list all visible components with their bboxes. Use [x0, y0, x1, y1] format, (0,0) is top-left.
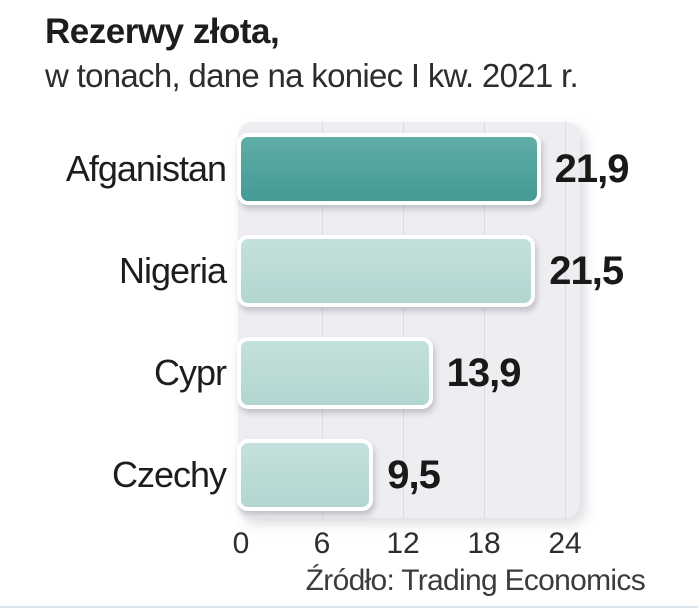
gridline: [403, 122, 404, 518]
category-label: Nigeria: [118, 250, 227, 291]
bottom-divider: [0, 606, 698, 608]
value-label: 21,9: [554, 147, 630, 191]
value-label: 13,9: [446, 351, 522, 395]
source-credit: Źródło: Trading Economics: [305, 564, 646, 597]
bar-cypr: [237, 337, 433, 409]
x-tick-label: 0: [232, 527, 250, 560]
category-label: Czechy: [111, 454, 227, 495]
gridline: [484, 122, 485, 518]
category-label: Afganistan: [65, 148, 227, 189]
x-tick-label: 24: [548, 527, 582, 560]
bar-czechy: [237, 439, 374, 511]
value-label: 9,5: [387, 453, 441, 497]
x-tick-label: 12: [386, 527, 420, 560]
bar-afganistan: [237, 133, 541, 205]
x-tick-label: 18: [467, 527, 501, 560]
value-label: 21,5: [549, 249, 624, 293]
gridline: [565, 122, 566, 518]
category-label: Cypr: [153, 352, 227, 393]
x-tick-label: 6: [313, 527, 331, 560]
chart-title: Rezerwy złota,: [45, 12, 280, 51]
chart-subtitle: w tonach, dane na koniec I kw. 2021 r.: [45, 57, 579, 94]
gridline: [322, 122, 323, 518]
bar-nigeria: [237, 235, 536, 307]
